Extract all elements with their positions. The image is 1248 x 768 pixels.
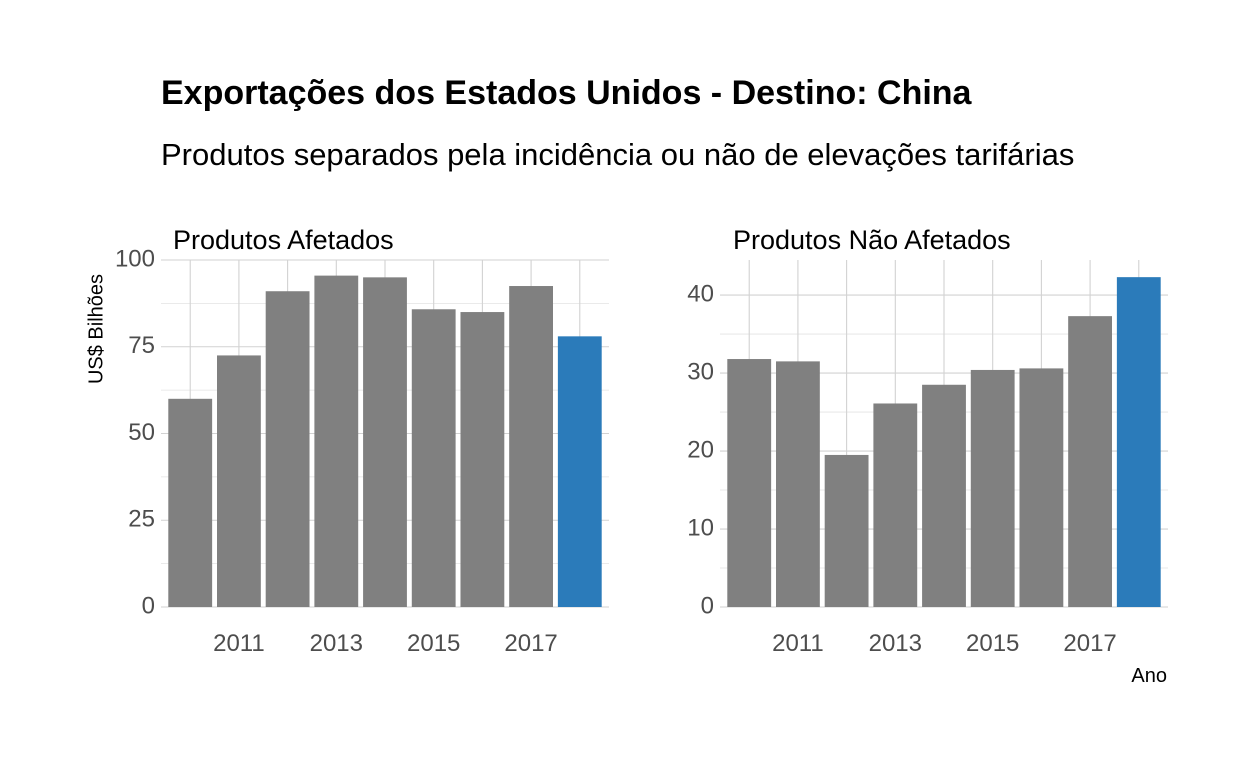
x-tick-label: 2013 (869, 630, 922, 657)
bar-2017 (509, 286, 553, 607)
bar-2015 (411, 309, 456, 607)
y-tick-label: 0 (701, 592, 714, 619)
panel-title: Produtos Não Afetados (733, 225, 1011, 255)
y-axis-label: US$ Bilhões (85, 274, 107, 384)
bar-2012 (824, 454, 869, 607)
bar-2017 (1068, 316, 1112, 607)
bar-2010 (727, 359, 772, 607)
y-tick-label: 10 (687, 514, 714, 541)
x-axis-label: Ano (1131, 665, 1167, 687)
y-tick-label: 30 (687, 358, 714, 385)
x-tick-label: 2011 (772, 630, 824, 657)
y-tick-label: 75 (128, 332, 155, 359)
x-tick-label: 2015 (966, 630, 1019, 657)
chart-subtitle: Produtos separados pela incidência ou nã… (161, 137, 1075, 172)
x-tick-label: 2017 (504, 630, 557, 657)
y-tick-label: 40 (687, 280, 714, 307)
bar-2011 (776, 361, 820, 607)
bar-2016 (460, 312, 505, 607)
bar-2015 (970, 369, 1015, 607)
y-tick-label: 100 (115, 245, 155, 272)
x-tick-label: 2017 (1063, 630, 1116, 657)
bar-2010 (168, 398, 213, 607)
x-tick-label: 2011 (213, 630, 265, 657)
panel-2: 0 10 20 30 40 2011 2013 2015 2017 Produtos Não Af… (687, 225, 1168, 657)
bar-2014 (363, 277, 407, 607)
x-tick-label: 2015 (407, 630, 460, 657)
bar-2018 (557, 336, 602, 607)
bar-2016 (1019, 368, 1064, 607)
bar-2011 (217, 355, 261, 607)
chart-title: Exportações dos Estados Unidos - Destino… (161, 74, 972, 112)
bar-2013 (873, 403, 918, 607)
panel-1: 0 25 50 75 100 2011 2013 2015 2017 Produtos Afeta… (115, 225, 609, 657)
y-tick-label: 25 (128, 506, 155, 533)
bar-2018 (1116, 277, 1161, 607)
y-tick-label: 0 (142, 592, 155, 619)
bar-2013 (314, 275, 359, 607)
bar-2014 (922, 384, 966, 607)
y-tick-label: 20 (687, 436, 714, 463)
bar-2012 (265, 291, 310, 607)
panel-title: Produtos Afetados (173, 225, 394, 255)
y-tick-label: 50 (128, 419, 155, 446)
x-tick-label: 2013 (310, 630, 363, 657)
